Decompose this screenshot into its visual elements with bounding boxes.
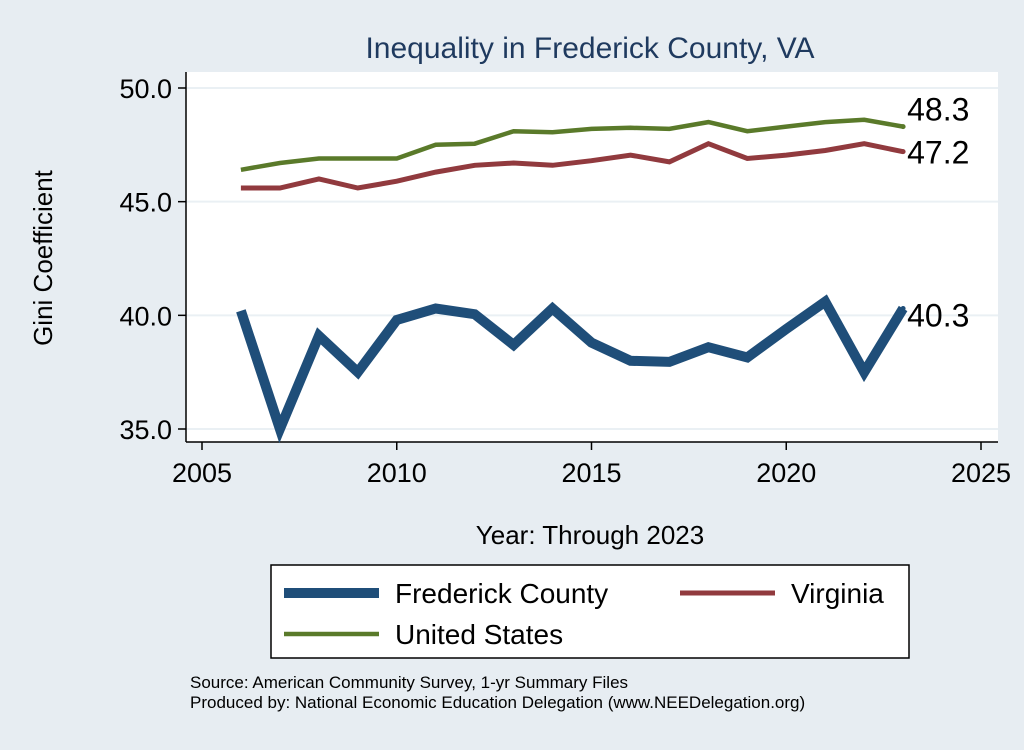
legend: Frederick County Virginia United States: [270, 564, 910, 659]
x-tick-label: 2025: [951, 458, 1011, 488]
x-tick-label: 2005: [172, 458, 232, 488]
end-point-marker: [900, 149, 906, 155]
grid-lines: [186, 87, 998, 430]
legend-label: United States: [395, 619, 563, 650]
end-value-label: 40.3: [907, 298, 969, 334]
series-lines: [236, 117, 908, 444]
series-line-frederick-county: [236, 294, 908, 444]
y-axis-label: Gini Coefficient: [28, 169, 58, 346]
end-value-label: 47.2: [907, 135, 969, 171]
end-value-label: 48.3: [907, 92, 969, 128]
x-tick-label: 2010: [367, 458, 427, 488]
x-axis-label: Year: Through 2023: [476, 520, 704, 550]
legend-label: Virginia: [791, 578, 884, 609]
x-tick-label: 2015: [561, 458, 621, 488]
series-line-virginia: [240, 140, 904, 191]
y-tick-label: 50.0: [119, 74, 172, 104]
series-line-united-states: [240, 117, 904, 173]
end-labels: 40.3 47.2 48.3: [900, 92, 969, 334]
axes: 35.0 40.0 45.0 50.0 2005 2010 2015 2020 2025: [119, 72, 1011, 488]
legend-label: Frederick County: [395, 578, 608, 609]
plot-area: [186, 72, 998, 442]
y-tick-label: 35.0: [119, 415, 172, 445]
end-point-marker: [900, 306, 906, 312]
y-tick-label: 45.0: [119, 188, 172, 218]
legend-box: [270, 564, 910, 659]
chart-title: Inequality in Frederick County, VA: [365, 32, 814, 65]
source-line: Source: American Community Survey, 1-yr …: [190, 673, 628, 692]
y-tick-label: 40.0: [119, 301, 172, 331]
producer-line: Produced by: National Economic Education…: [190, 693, 805, 712]
end-point-marker: [900, 124, 906, 130]
x-tick-label: 2020: [756, 458, 816, 488]
